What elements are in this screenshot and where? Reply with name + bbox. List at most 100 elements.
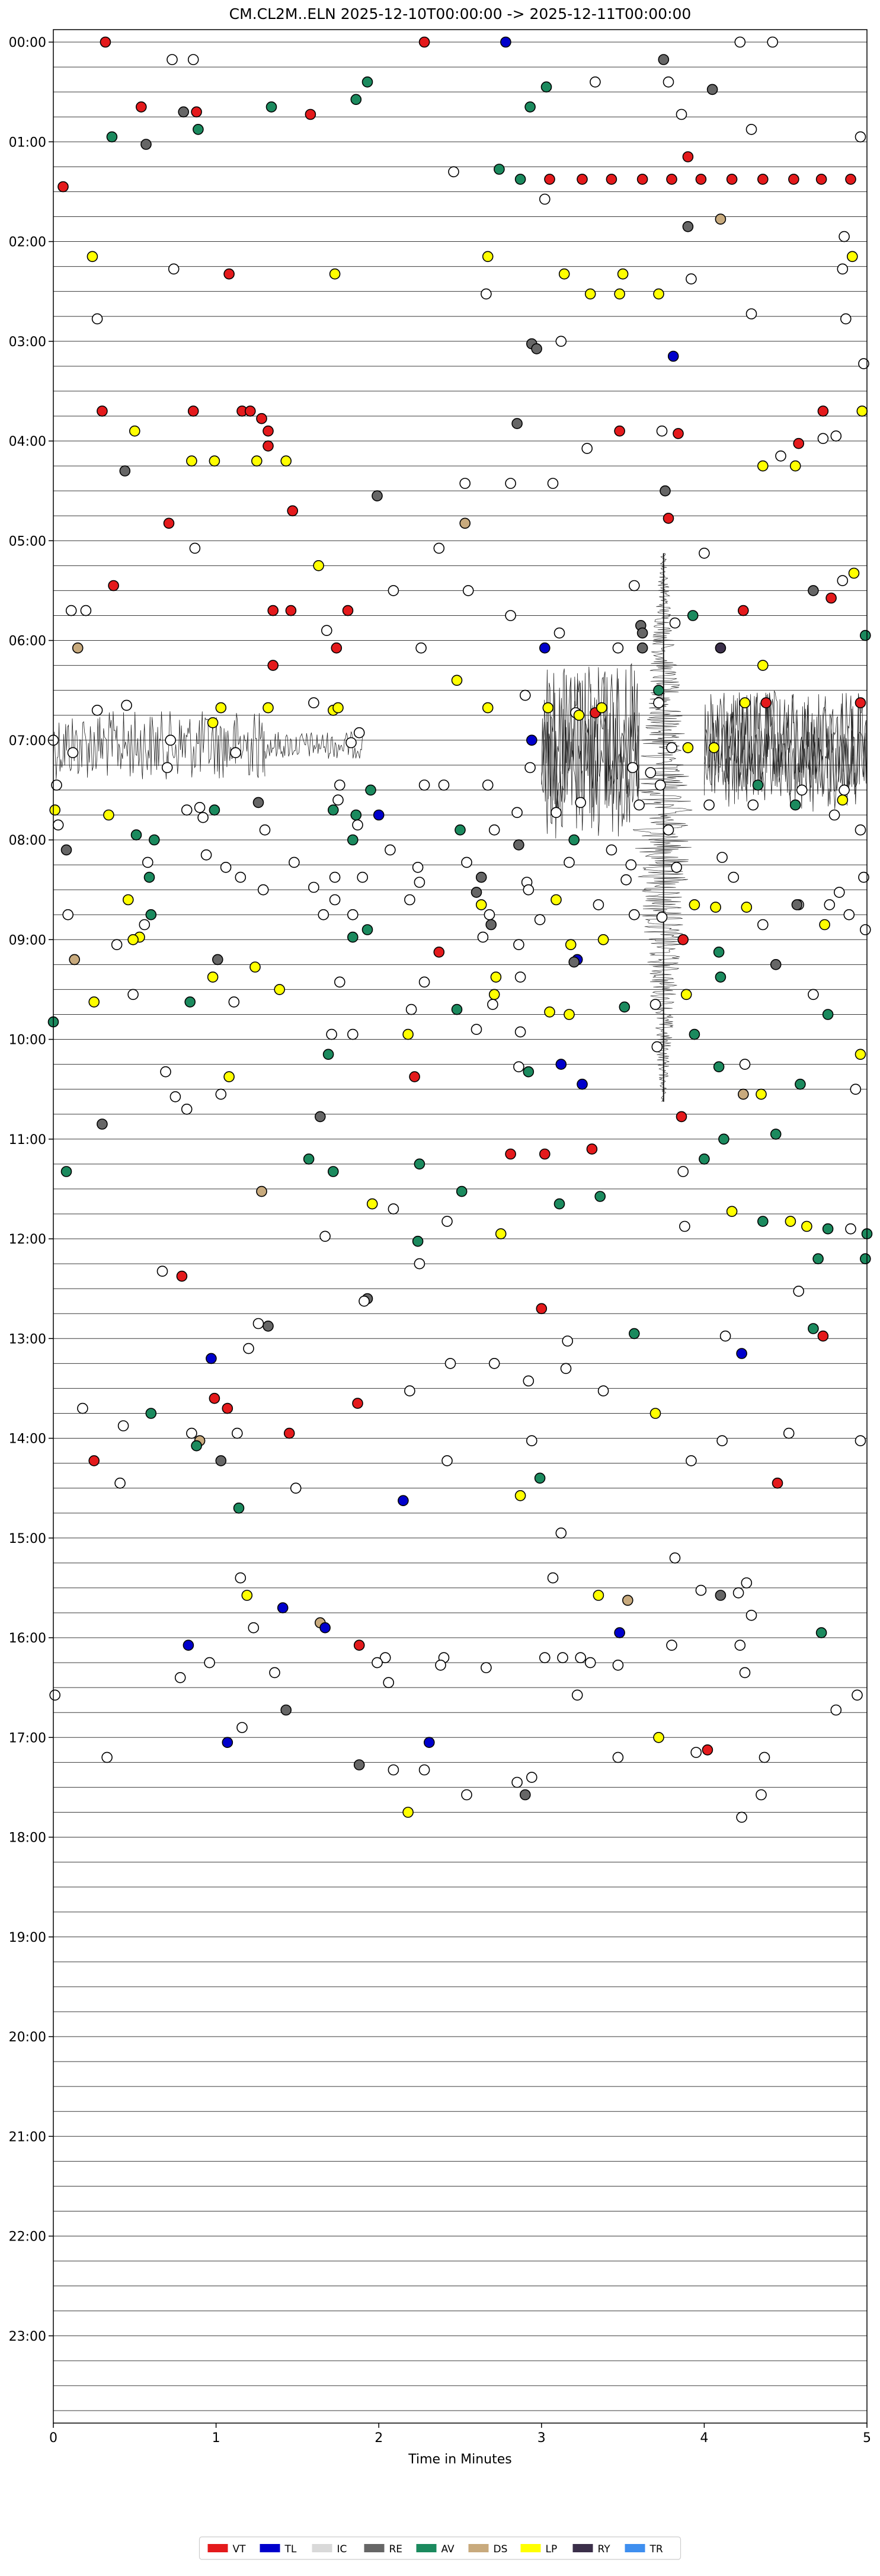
event-marker-ic xyxy=(418,976,430,988)
event-marker-av xyxy=(689,1028,700,1040)
event-marker-vt xyxy=(352,1398,363,1409)
event-marker-av xyxy=(713,1061,725,1073)
event-marker-av xyxy=(209,804,220,816)
event-marker-ic xyxy=(686,273,697,285)
event-marker-lp xyxy=(127,934,139,945)
event-marker-ic xyxy=(414,1258,425,1270)
event-marker-ic xyxy=(627,762,638,774)
event-marker-ry xyxy=(715,642,727,654)
event-marker-vt xyxy=(702,1744,713,1756)
event-marker-lp xyxy=(402,1807,414,1818)
event-marker-lp xyxy=(207,971,219,983)
event-marker-vt xyxy=(163,517,175,529)
event-marker-ic xyxy=(539,1652,551,1663)
event-marker-ic xyxy=(553,627,565,639)
legend-label-lp: LP xyxy=(546,2543,558,2555)
y-tick-label: 12:00 xyxy=(9,1232,46,1247)
event-marker-ic xyxy=(117,1420,129,1431)
x-axis: 0 1 2 3 4 5 xyxy=(49,2423,871,2446)
event-marker-ic xyxy=(745,1609,757,1621)
event-marker-lp xyxy=(332,702,344,714)
event-marker-ic xyxy=(418,1764,430,1776)
event-marker-ic xyxy=(837,575,849,586)
event-marker-vt xyxy=(636,174,648,185)
event-marker-ic xyxy=(513,1061,524,1073)
event-marker-vt xyxy=(305,108,316,120)
x-tick-label: 5 xyxy=(863,2431,871,2446)
event-marker-lp xyxy=(402,1028,414,1040)
y-tick-label: 11:00 xyxy=(9,1133,46,1148)
event-marker-vt xyxy=(136,101,147,113)
event-marker-av xyxy=(327,804,339,816)
event-marker-av xyxy=(568,834,580,846)
event-marker-lp xyxy=(215,702,227,714)
event-marker-lp xyxy=(573,709,585,721)
event-marker-ic xyxy=(332,794,344,806)
y-tick-label: 04:00 xyxy=(9,434,46,449)
event-marker-ic xyxy=(156,1265,168,1277)
event-marker-ic xyxy=(441,1455,453,1466)
event-marker-ic xyxy=(511,807,523,819)
event-marker-ic xyxy=(353,727,365,739)
event-marker-ic xyxy=(828,809,840,821)
event-marker-lp xyxy=(757,660,769,671)
event-marker-ic xyxy=(745,124,757,135)
chart-title: CM.CL2M..ELN 2025-12-10T00:00:00 -> 2025… xyxy=(229,5,692,23)
event-marker-ic xyxy=(523,884,535,896)
event-marker-ic xyxy=(174,1672,186,1683)
legend: VT TL IC RE AV DS LP RY TR xyxy=(199,2536,681,2560)
event-marker-ic xyxy=(734,36,746,48)
event-marker-lp xyxy=(785,1216,796,1227)
event-marker-lp xyxy=(551,894,562,906)
event-marker-vt xyxy=(505,1148,516,1160)
event-marker-ic xyxy=(121,699,132,711)
event-marker-ic xyxy=(571,1689,583,1701)
event-marker-av xyxy=(106,131,118,143)
event-marker-ic xyxy=(855,824,866,836)
event-marker-ic xyxy=(830,430,842,442)
y-tick-label: 13:00 xyxy=(9,1332,46,1347)
event-marker-vt xyxy=(772,1477,783,1489)
event-marker-lp xyxy=(726,1206,738,1217)
event-marker-ic xyxy=(526,1772,537,1783)
event-marker-ic xyxy=(620,874,632,886)
event-marker-re xyxy=(353,1759,365,1770)
event-marker-tl xyxy=(577,1078,588,1090)
y-tick-label: 18:00 xyxy=(9,1831,46,1846)
event-marker-lp xyxy=(129,425,140,437)
event-marker-re xyxy=(471,887,482,898)
event-marker-ic xyxy=(666,1639,677,1651)
event-marker-vt xyxy=(677,934,689,945)
event-marker-ic xyxy=(359,1295,370,1307)
event-marker-vt xyxy=(263,440,274,452)
event-marker-ic xyxy=(459,478,471,489)
event-marker-vt xyxy=(97,405,108,417)
event-marker-ic xyxy=(625,859,637,871)
event-marker-vt xyxy=(191,106,202,118)
event-marker-lp xyxy=(653,1732,664,1743)
event-marker-ic xyxy=(194,802,206,813)
event-marker-ic xyxy=(388,585,399,596)
event-marker-ic xyxy=(289,856,300,868)
event-marker-ic xyxy=(845,1223,856,1235)
event-marker-av xyxy=(143,871,155,883)
event-marker-ic xyxy=(127,989,139,1001)
event-marker-re xyxy=(511,418,523,429)
event-marker-ds xyxy=(256,1185,267,1197)
event-marker-av xyxy=(130,829,142,840)
event-marker-re xyxy=(658,54,670,65)
event-marker-re xyxy=(215,1455,227,1466)
y-tick-label: 19:00 xyxy=(9,1931,46,1945)
x-tick-label: 1 xyxy=(212,2431,220,2446)
event-marker-re xyxy=(280,1704,292,1716)
y-tick-label: 14:00 xyxy=(9,1432,46,1447)
event-marker-av xyxy=(534,1472,546,1484)
event-marker-ic xyxy=(676,108,687,120)
event-marker-lp xyxy=(819,919,830,931)
event-marker-vt xyxy=(267,605,279,616)
event-marker-av xyxy=(145,1408,157,1419)
event-marker-av xyxy=(233,1503,245,1514)
event-marker-re xyxy=(314,1111,326,1123)
event-marker-re xyxy=(140,139,152,150)
event-marker-lp xyxy=(680,989,692,1001)
